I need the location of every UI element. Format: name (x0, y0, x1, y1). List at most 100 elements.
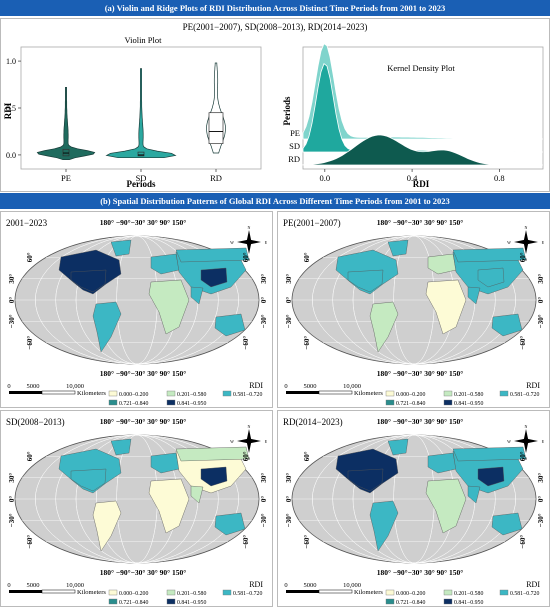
land-india (190, 286, 204, 305)
map-lat-label-right: −60° (519, 336, 527, 350)
map-lat-label-left: 0° (285, 297, 293, 304)
ridge-ytick-label: PE (290, 128, 300, 138)
map-lat-label-left: 30° (285, 274, 293, 284)
land-india (467, 286, 481, 305)
legend-swatch (166, 399, 176, 406)
land-australia (491, 512, 523, 536)
land-south-america (369, 500, 399, 552)
land-south-america (369, 301, 399, 353)
legend-label: 0.721−0.840 (119, 401, 148, 407)
legend-swatch (443, 598, 453, 605)
legend-label: 0.721−0.840 (119, 600, 148, 606)
legend-label: 0.000−0.200 (396, 392, 425, 398)
land-india (190, 485, 204, 504)
map-lat-label-right: 60° (519, 451, 527, 461)
map-lat-label-right: −30° (260, 314, 268, 328)
legend-swatch (166, 589, 176, 596)
violin-xlabel: Periods (127, 179, 156, 189)
map-lat-label-left: −30° (8, 513, 16, 527)
land-europe (427, 452, 457, 474)
scale-seg-black (286, 391, 319, 394)
ridge-xlabel: RDI (413, 179, 430, 189)
violin-box-rd (208, 112, 224, 145)
scale-unit: Kilometers (77, 589, 106, 596)
compass-ew (237, 438, 261, 444)
map-lat-label-left: 0° (8, 496, 16, 503)
map-top-lon-labels: 180° −90°−30° 30° 90° 150° (377, 218, 464, 227)
compass-w-label: W (230, 439, 234, 444)
land-china (200, 267, 228, 288)
legend-label: 0.000−0.200 (396, 591, 425, 597)
land-russia (452, 247, 527, 263)
violin-xtick-label: PE (61, 173, 71, 183)
legend-label: 0.581−0.720 (510, 591, 539, 597)
map-lat-label-left: −60° (303, 535, 311, 549)
section-a-banner: (a) Violin and Ridge Plots of RDI Distri… (0, 0, 550, 16)
land-south-america (92, 301, 122, 353)
compass-w-label: W (230, 240, 234, 245)
ridge-sd (302, 63, 543, 153)
violin-title: Violin Plot (124, 35, 162, 45)
scale-seg-white (41, 390, 76, 395)
violin-ytick-label: 0.5 (6, 104, 16, 113)
compass-icon: N S E W (507, 225, 545, 262)
map-lat-label-right: 30° (537, 274, 545, 284)
compass-e-label: E (542, 439, 545, 444)
scale-seg-white (41, 589, 76, 594)
compass-e-label: E (265, 439, 268, 444)
legend-title: RDI (249, 580, 263, 589)
compass-s-label: S (525, 257, 527, 262)
land-australia (214, 512, 246, 536)
map-lat-label-left: 60° (303, 451, 311, 461)
land-africa (425, 478, 467, 534)
ridge-title: Kernel Density Plot (387, 63, 455, 73)
legend-swatch (108, 598, 118, 605)
scale-label: 5000 (304, 582, 317, 589)
legend-swatch (385, 589, 395, 596)
ridge-pe (302, 43, 543, 140)
chart-panel: PE(2001−2007), SD(2008−2013), RD(2014−20… (0, 18, 550, 192)
map-lat-label-left: −30° (8, 314, 16, 328)
map-svg: 2001−2023 180° −90°−30° 30° 90° 150° 60° 30… (6, 218, 268, 407)
legend-label: 0.841−0.950 (177, 600, 206, 606)
land-africa (425, 279, 467, 335)
scale-label: 5000 (27, 383, 40, 390)
map-svg: PE(2001−2007) 180° −90°−30° 30° 90° 150° 6… (283, 218, 545, 407)
legend-swatch (443, 390, 453, 397)
map-lat-label-left: 60° (26, 451, 34, 461)
legend-swatch (222, 589, 232, 596)
map-title: 2001−2023 (6, 218, 48, 228)
compass-icon: N S E W (507, 424, 545, 461)
legend-label: 0.581−0.720 (233, 392, 262, 398)
charts-svg: Violin Plot RDI Periods 0.00.51.0PE SD RD … (3, 35, 544, 189)
scale-seg-white (318, 589, 353, 594)
land-africa (148, 478, 190, 534)
land-australia (214, 313, 246, 337)
violin-xtick-label: RD (210, 173, 222, 183)
map-panel: PE(2001−2007) 180° −90°−30° 30° 90° 150° 6… (277, 211, 550, 408)
compass-icon: N S E W (230, 225, 268, 262)
map-lat-label-left: 30° (8, 473, 16, 483)
map-bottom-lon-labels: 180° −90°−30° 30° 90° 150° (377, 568, 464, 577)
legend-swatch (108, 399, 118, 406)
ridge-ytick-label: RD (288, 154, 300, 164)
map-lat-label-left: 0° (8, 297, 16, 304)
map-lat-label-right: 0° (260, 297, 268, 304)
map-panel: SD(2008−2013) 180° −90°−30° 30° 90° 150° 6… (0, 410, 273, 607)
ridge-ylabel: Periods (282, 96, 292, 125)
map-graticule (292, 235, 536, 365)
map-lat-label-right: −60° (242, 535, 250, 549)
map-bottom-lon-labels: 180° −90°−30° 30° 90° 150° (100, 369, 187, 378)
land-europe (150, 452, 180, 474)
land-china (200, 466, 228, 487)
legend-label: 0.201−0.580 (177, 591, 206, 597)
violin-ylabel: RDI (3, 102, 13, 119)
legend-swatch (499, 589, 509, 596)
legend-title: RDI (526, 381, 540, 390)
legend-label: 0.201−0.580 (177, 392, 206, 398)
scale-unit: Kilometers (354, 390, 383, 397)
map-title: PE(2001−2007) (283, 218, 341, 228)
legend-swatch (108, 390, 118, 397)
scale-seg-black (9, 391, 42, 394)
